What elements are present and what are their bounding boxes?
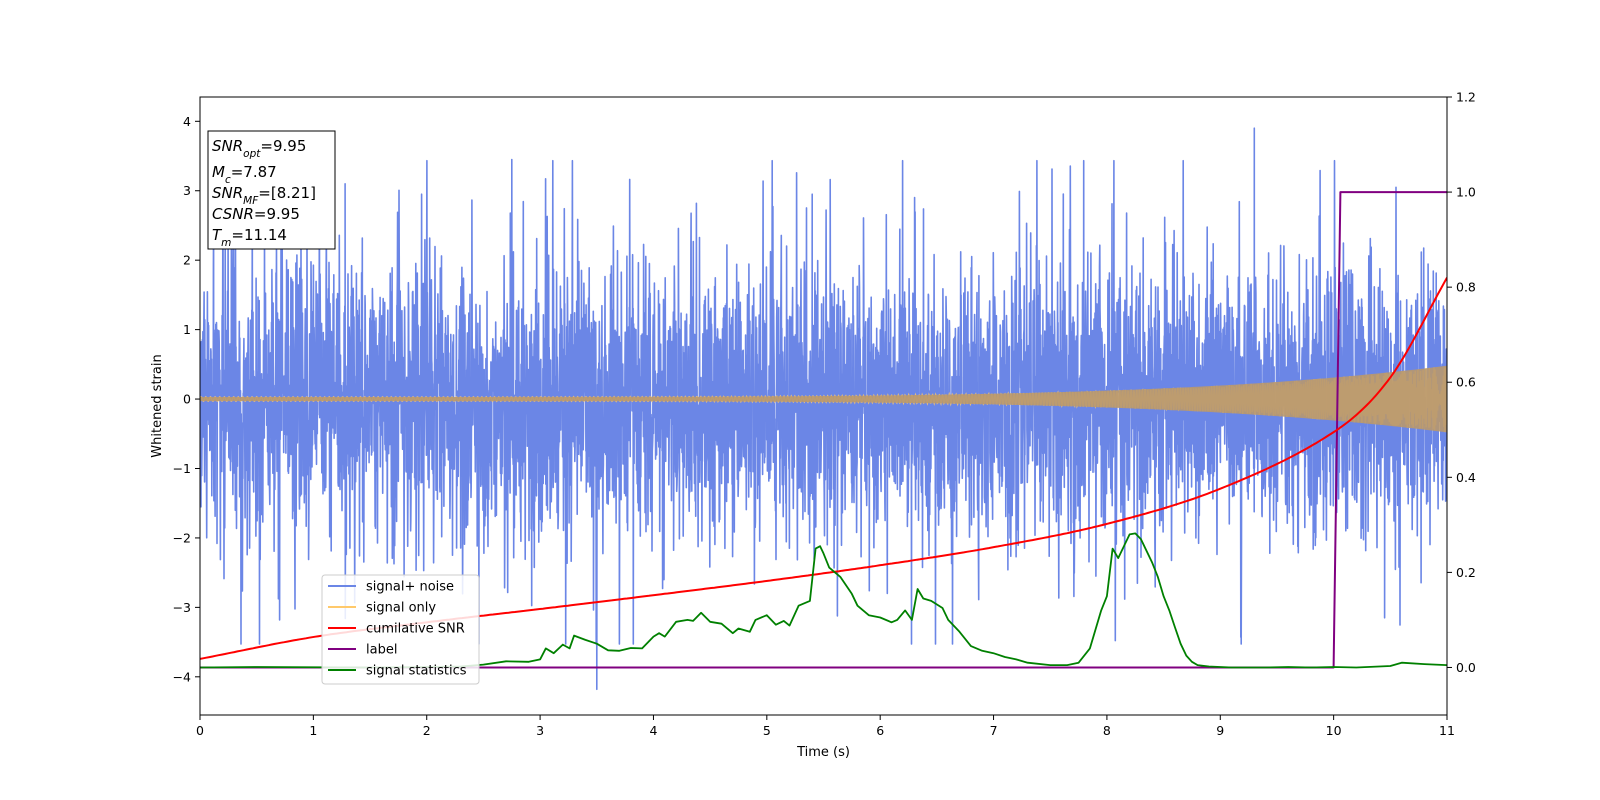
legend: signal+ noise signal only cumilative SNR la…	[321, 574, 480, 685]
legend-label: cumilative SNR	[366, 622, 465, 637]
legend-label: label	[366, 643, 397, 658]
y2-tick-label: 1.0	[1456, 185, 1476, 200]
y2-tick-label: 0.4	[1456, 470, 1476, 485]
signal-statistics-series	[200, 532, 1447, 669]
legend-frame	[321, 574, 480, 685]
signal-series	[200, 365, 1447, 433]
y-tick-label: 1	[183, 322, 191, 337]
y-tick-label: 0	[183, 392, 191, 407]
plot-frame	[199, 96, 1448, 716]
y-tick-label: 4	[183, 114, 191, 129]
x-tick-label: 8	[1103, 723, 1111, 738]
x-tick-label: 5	[763, 723, 771, 738]
y-tick-label: −2	[173, 530, 191, 545]
legend-label: signal only	[366, 601, 436, 616]
y2-tick-label: 0.2	[1456, 565, 1476, 580]
x-tick-label: 3	[536, 723, 544, 738]
x-tick-label: 9	[1216, 723, 1224, 738]
x-tick-label: 4	[649, 723, 657, 738]
signal-only-envelope	[200, 365, 1447, 433]
x-tick-label: 10	[1326, 723, 1342, 738]
legend-label: signal statistics	[366, 664, 467, 679]
x-axis: 0 1 2 3 4 5 6 7 8 9 10 11	[196, 715, 1455, 738]
x-tick-label: 11	[1439, 723, 1455, 738]
signal-noise-line	[200, 127, 1447, 691]
annotation-line: SNRMF=[8.21]	[212, 184, 316, 207]
annotation-line: SNRopt=9.95	[212, 137, 306, 160]
x-tick-label: 2	[423, 723, 431, 738]
x-tick-label: 1	[309, 723, 317, 738]
x-tick-label: 0	[196, 723, 204, 738]
noise-series	[200, 127, 1447, 691]
annotation-line: Tm=11.14	[212, 226, 287, 249]
y-tick-label: −4	[173, 669, 191, 684]
x-tick-label: 7	[990, 723, 998, 738]
annotation-frame	[207, 130, 336, 250]
legend-label: signal+ noise	[366, 580, 454, 595]
annotation-line: CSNR=9.95	[212, 205, 300, 223]
y-axis-left: −4 −3 −2 −1 0 1 2 3 4	[173, 114, 200, 684]
y-tick-label: 3	[183, 183, 191, 198]
y2-tick-label: 0.6	[1456, 375, 1476, 390]
y2-tick-label: 0.8	[1456, 280, 1476, 295]
y2-tick-label: 1.2	[1456, 90, 1476, 105]
annotation-line: Mc=7.87	[212, 163, 277, 186]
x-tick-label: 6	[876, 723, 884, 738]
y2-tick-label: 0.0	[1456, 660, 1476, 675]
y-tick-label: −3	[173, 600, 191, 615]
signal-statistics-line	[200, 532, 1447, 669]
y-axis-right: 0.0 0.2 0.4 0.6 0.8 1.0 1.2	[1447, 90, 1476, 675]
y-axis-label: Whitened strain	[150, 354, 165, 457]
x-axis-label: Time (s)	[796, 745, 850, 760]
y-tick-label: −1	[173, 461, 191, 476]
y-tick-label: 2	[183, 253, 191, 268]
